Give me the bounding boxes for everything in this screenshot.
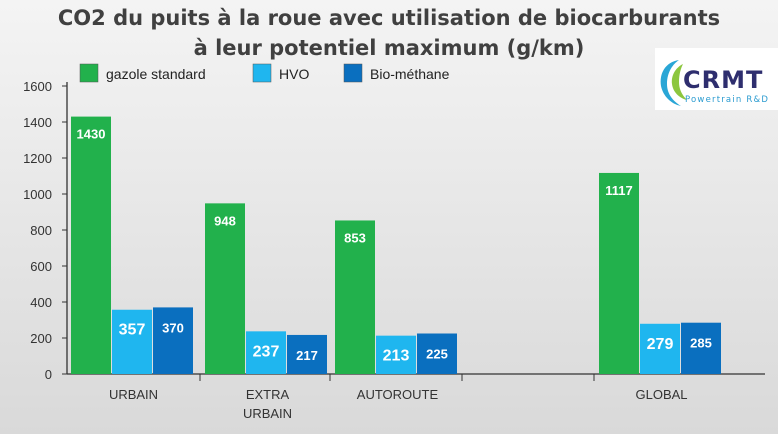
logo-tagline: Powertrain R&D (685, 95, 769, 105)
data-label: 217 (296, 348, 318, 363)
legend-label: gazole standard (106, 66, 206, 82)
data-label: 1430 (77, 127, 106, 142)
legend-swatch (343, 63, 363, 83)
logo-swoosh-icon (660, 60, 681, 106)
data-label: 1117 (605, 183, 633, 198)
legend-swatch (252, 63, 272, 83)
data-label: 279 (647, 336, 674, 353)
bar (376, 335, 416, 374)
legend-label: HVO (279, 66, 309, 82)
legend-swatch (79, 63, 99, 83)
data-label: 357 (119, 322, 146, 339)
bar (112, 309, 152, 374)
data-label: 948 (214, 213, 236, 228)
legend: gazole standard HVO Bio-méthane (79, 63, 450, 83)
crmt-logo: CRMT Powertrain R&D (655, 48, 778, 110)
chart-title: CO2 du puits à la roue avec utilisation … (58, 6, 720, 60)
bar (246, 331, 286, 374)
bar (417, 333, 457, 374)
bar (71, 116, 111, 374)
axes: 0 200 400 600 800 1000 1200 1400 1600 URBAIN EXTRA… (23, 79, 765, 421)
x-category-label: AUTOROUTE (357, 387, 439, 402)
data-labels: 1430 948 853 1117 357 237 213 279 370 217 225 285 (77, 127, 712, 365)
y-tick-label: 1200 (23, 151, 52, 166)
bar (153, 307, 193, 374)
data-label: 225 (426, 347, 448, 362)
x-category-label: URBAIN (243, 406, 292, 421)
y-tick-label: 1400 (23, 115, 52, 130)
data-label: 285 (690, 336, 712, 351)
bar (599, 172, 639, 374)
x-category-label: URBAIN (109, 387, 158, 402)
data-label: 213 (383, 348, 410, 365)
bar (335, 220, 375, 374)
bar (640, 323, 680, 374)
legend-label: Bio-méthane (370, 66, 450, 82)
bar (287, 334, 327, 374)
chart-title-line: CO2 du puits à la roue avec utilisation … (58, 6, 720, 30)
y-tick-label: 800 (30, 223, 52, 238)
data-label: 853 (344, 230, 366, 245)
bar (205, 203, 245, 374)
x-category-label: EXTRA (246, 387, 290, 402)
chart-title-line: à leur potentiel maximum (g/km) (194, 36, 585, 60)
logo-swoosh-inner-icon (671, 64, 687, 100)
logo-name: CRMT (683, 66, 763, 94)
y-tick-label: 1600 (23, 79, 52, 94)
x-category-label: GLOBAL (635, 387, 687, 402)
bar (681, 322, 721, 374)
bars (71, 116, 721, 374)
y-tick-label: 400 (30, 295, 52, 310)
y-tick-label: 0 (45, 367, 52, 382)
data-label: 237 (253, 343, 280, 360)
data-label: 370 (162, 320, 184, 335)
y-tick-label: 1000 (23, 187, 52, 202)
y-tick-label: 200 (30, 331, 52, 346)
y-tick-label: 600 (30, 259, 52, 274)
